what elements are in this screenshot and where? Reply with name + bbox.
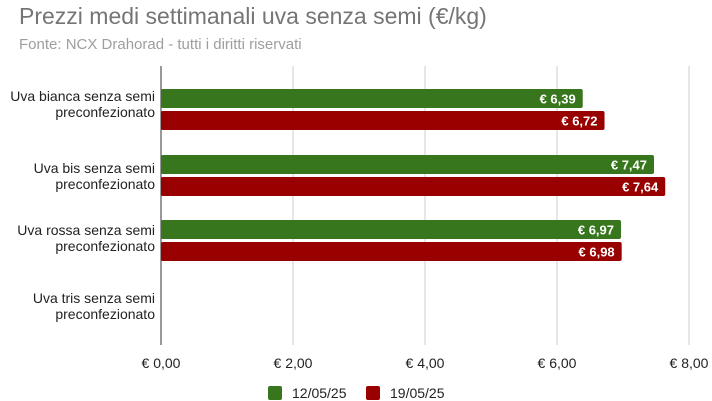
x-tick-label-0: € 0,00 (142, 355, 181, 371)
bar-s1-c1 (161, 177, 666, 196)
legend-swatch-1 (366, 386, 380, 400)
data-label-s1-c0: € 6,72 (561, 114, 597, 129)
data-label-s1-c2: € 6,98 (579, 245, 615, 260)
x-tick-label-3: € 6,00 (538, 355, 577, 371)
category-label-2: Uva rossa senza semi preconfezionato (17, 222, 155, 254)
category-label-0: Uva bianca senza semi preconfezionato (10, 88, 155, 120)
bar-s1-c0 (161, 111, 605, 130)
data-label-s0-c0: € 6,39 (540, 92, 576, 107)
bar-chart: € 0,00 € 2,00 € 4,00 € 6,00 € 8,00 € 6,39 € 7,… (142, 66, 709, 371)
x-tick-label-2: € 4,00 (406, 355, 445, 371)
data-label-s0-c1: € 7,47 (611, 158, 647, 173)
bar-s0-c2 (161, 220, 622, 239)
chart-subtitle: Fonte: NCX Drahorad - tutti i diritti ri… (19, 36, 302, 53)
legend-swatch-0 (268, 386, 282, 400)
legend-item-1[interactable]: 19/05/25 (366, 385, 445, 401)
category-label-3: Uva tris senza semi preconfezionato (32, 290, 155, 322)
legend-label-0: 12/05/25 (292, 385, 347, 401)
category-label-1: Uva bis senza semi preconfezionato (33, 160, 155, 192)
chart-title: Prezzi medi settimanali uva senza semi (… (19, 3, 487, 29)
x-tick-label-1: € 2,00 (274, 355, 313, 371)
x-tick-label-4: € 8,00 (670, 355, 709, 371)
bar-s1-c2 (161, 242, 622, 261)
bar-s0-c0 (161, 89, 583, 108)
legend-label-1: 19/05/25 (390, 385, 445, 401)
legend: 12/05/25 19/05/25 (0, 385, 712, 401)
legend-item-0[interactable]: 12/05/25 (268, 385, 347, 401)
bar-s0-c1 (161, 155, 655, 174)
data-label-s1-c1: € 7,64 (622, 180, 659, 195)
data-label-s0-c2: € 6,97 (578, 223, 614, 238)
